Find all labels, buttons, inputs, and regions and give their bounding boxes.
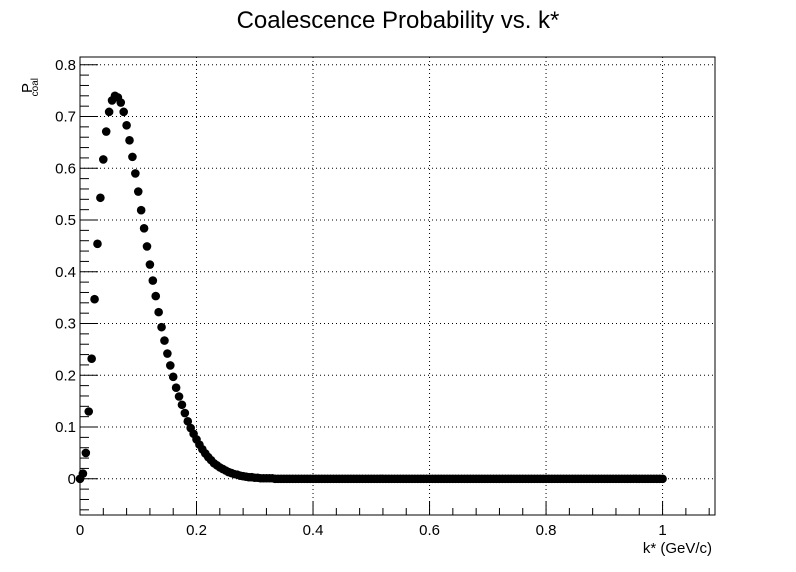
data-point — [174, 392, 184, 401]
chart-title: Coalescence Probability vs. k* — [237, 7, 560, 34]
data-point — [116, 98, 126, 107]
axis-ticks — [79, 64, 710, 515]
data-point — [180, 408, 190, 418]
data-point — [119, 107, 128, 117]
data-point — [87, 354, 96, 364]
data-point — [128, 152, 137, 162]
data-point — [163, 349, 172, 358]
data-point — [84, 407, 94, 416]
data-point — [104, 107, 114, 117]
x-tick-label: 0.4 — [303, 522, 324, 539]
y-tick-label: 0.3 — [55, 316, 76, 333]
data-point — [154, 307, 163, 317]
x-axis-title: k* (GeV/c) — [643, 540, 712, 557]
data-point — [136, 205, 146, 215]
y-tick-label: 0.5 — [55, 212, 76, 229]
data-point — [168, 372, 178, 382]
data-point — [125, 136, 134, 145]
data-point — [658, 474, 667, 484]
plot-frame — [79, 56, 716, 516]
data-point — [93, 239, 102, 249]
data-point — [142, 242, 152, 251]
data-point — [151, 291, 161, 301]
x-tick-label: 0 — [76, 522, 84, 539]
data-point — [133, 187, 143, 196]
y-tick-label: 0.4 — [55, 264, 76, 281]
y-tick-label: 0.7 — [55, 109, 76, 126]
y-tick-label: 0.1 — [55, 419, 76, 436]
data-point — [157, 322, 166, 332]
data-point — [171, 383, 181, 392]
axis-tick-labels: 0 0.2 0.4 0.6 0.8 1 0 0.1 0.2 0.3 0.4 0.5 0.6 0.7 0.8 — [55, 57, 667, 539]
data-point — [96, 193, 105, 203]
data-point — [122, 121, 131, 130]
data-point — [90, 294, 99, 304]
data-point — [148, 276, 158, 285]
data-point — [81, 448, 91, 458]
y-tick-label: 0.2 — [55, 367, 76, 384]
y-tick-label: 0.8 — [55, 57, 76, 74]
x-tick-label: 1 — [658, 522, 666, 539]
data-point — [177, 400, 187, 410]
data-point — [183, 417, 193, 426]
grid — [80, 57, 715, 515]
data-point — [139, 223, 149, 233]
data-point — [101, 127, 111, 136]
x-tick-label: 0.6 — [419, 522, 440, 539]
y-tick-label: 0.6 — [55, 160, 76, 177]
data-point — [145, 260, 155, 269]
data-points — [75, 91, 667, 484]
data-point — [160, 336, 169, 345]
y-axis-title-main: P — [19, 83, 36, 93]
y-axis-title-subscript: coal — [30, 78, 41, 96]
x-tick-label: 0.2 — [186, 522, 207, 539]
data-point — [99, 155, 108, 164]
data-point — [78, 469, 88, 478]
x-tick-label: 0.8 — [536, 522, 557, 539]
y-tick-label: 0 — [68, 471, 76, 488]
data-point — [131, 169, 140, 178]
data-point — [165, 361, 175, 370]
y-axis-title: P coal — [19, 78, 41, 96]
